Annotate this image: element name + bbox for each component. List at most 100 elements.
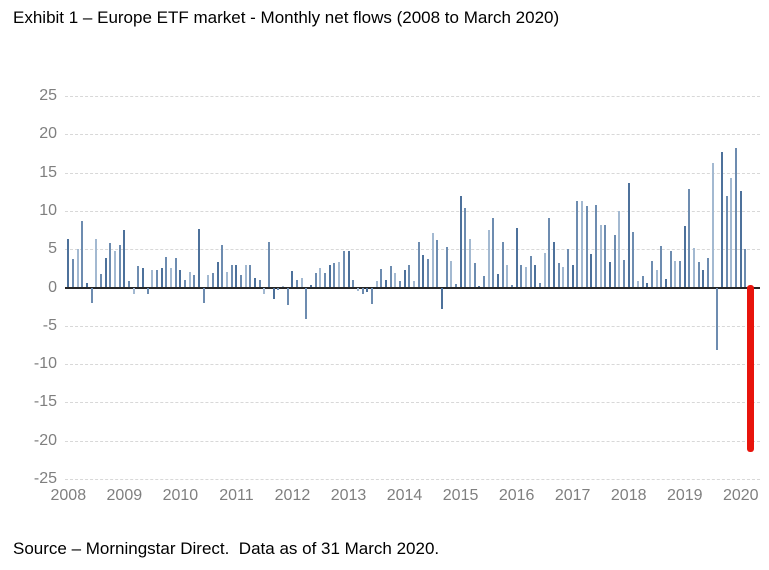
bar-2014-01: [403, 269, 406, 288]
bar-2011-08: [268, 241, 271, 288]
bar-2018-10: [669, 250, 672, 288]
bar-2009-04: [137, 266, 140, 288]
bar-2017-12: [623, 259, 626, 288]
bar-2010-08: [212, 272, 215, 288]
bar-2011-01: [235, 265, 238, 288]
bar-2013-10: [389, 266, 392, 288]
gridline--20: [65, 440, 760, 442]
y-tick-label-25: 25: [39, 87, 57, 104]
bar-2015-06: [482, 276, 485, 288]
y-tick-label-20: 20: [39, 125, 57, 143]
bar-2010-04: [193, 275, 196, 288]
bar-2015-09: [496, 274, 499, 288]
bar-2020-03: [746, 284, 754, 453]
bar-2013-08: [380, 269, 383, 288]
x-tick-label-2008: 2008: [50, 487, 87, 504]
bar-2018-03: [637, 280, 640, 288]
y-tick-label--10: -10: [33, 355, 57, 373]
gridline--15: [65, 402, 760, 404]
bar-2009-11: [170, 267, 173, 288]
bar-2013-03: [356, 287, 359, 292]
bar-2017-07: [599, 224, 602, 288]
bar-2015-01: [459, 196, 462, 288]
bar-2019-09: [721, 151, 724, 288]
bar-2009-01: [123, 230, 126, 288]
bar-2012-05: [310, 285, 313, 288]
bar-2018-12: [679, 261, 682, 288]
bar-2010-05: [198, 229, 201, 288]
gridline-5: [65, 249, 760, 251]
plot-area: [65, 96, 760, 480]
bar-2008-04: [81, 220, 84, 288]
x-tick-label-2016: 2016: [498, 487, 535, 504]
bar-2016-07: [543, 253, 546, 288]
x-tick-label-2018: 2018: [610, 487, 647, 504]
y-tick-label--20: -20: [33, 431, 57, 449]
bar-2016-04: [529, 256, 532, 288]
bar-2011-05: [254, 277, 257, 288]
bar-2020-01: [739, 190, 742, 288]
bar-2016-11: [562, 266, 565, 288]
bar-2014-07: [431, 233, 434, 288]
bar-2019-05: [702, 269, 705, 288]
bar-2017-10: [613, 235, 616, 288]
bar-2015-02: [464, 207, 467, 288]
bar-2012-02: [296, 279, 299, 288]
y-tick-label-10: 10: [39, 201, 57, 219]
y-tick-label-15: 15: [39, 163, 57, 181]
bar-2017-04: [585, 206, 588, 288]
bar-2013-02: [352, 279, 355, 288]
bar-2009-07: [151, 269, 154, 288]
bar-2010-12: [230, 265, 233, 288]
bar-2018-01: [627, 182, 630, 288]
bar-2008-08: [99, 274, 102, 288]
bar-2017-06: [595, 204, 597, 288]
bar-2019-10: [725, 196, 728, 288]
bar-2016-05: [534, 265, 537, 288]
bar-2014-11: [450, 260, 453, 288]
bar-2015-03: [468, 239, 471, 288]
bar-2017-02: [576, 200, 579, 288]
gridline-10: [65, 210, 760, 212]
bar-2012-11: [338, 262, 341, 288]
bar-2012-08: [324, 272, 327, 288]
bar-2009-06: [146, 287, 149, 295]
bar-2008-07: [95, 239, 98, 288]
x-tick-label-2013: 2013: [330, 487, 367, 504]
bar-2014-04: [417, 241, 420, 288]
bar-2018-08: [660, 246, 663, 288]
bar-2017-08: [604, 225, 607, 288]
bar-2009-03: [132, 287, 135, 294]
bar-2018-11: [674, 260, 677, 288]
bar-2018-09: [665, 279, 668, 288]
bar-2012-09: [328, 264, 331, 288]
bar-2017-09: [609, 262, 612, 288]
y-tick-label-5: 5: [48, 240, 57, 258]
bar-2018-02: [632, 231, 635, 288]
bar-2010-07: [207, 275, 210, 288]
bar-2008-09: [104, 257, 107, 288]
bar-2014-05: [422, 255, 425, 288]
bar-2014-06: [426, 259, 429, 288]
bar-2017-01: [571, 264, 574, 288]
bar-2017-05: [590, 253, 593, 288]
bar-2019-12: [735, 148, 738, 288]
x-tick-label-2011: 2011: [219, 487, 254, 504]
bar-2015-07: [487, 230, 490, 288]
bar-2018-05: [646, 282, 649, 288]
bar-2012-03: [300, 277, 303, 288]
bar-2008-12: [118, 244, 121, 288]
bar-2014-10: [445, 246, 448, 288]
bar-2012-07: [319, 267, 322, 288]
bar-2008-02: [71, 259, 74, 288]
bar-2010-06: [202, 287, 205, 303]
bar-2008-11: [114, 251, 116, 288]
bar-2017-11: [618, 210, 621, 288]
bar-2015-10: [501, 242, 504, 288]
bar-2019-06: [707, 257, 710, 288]
source-note: Source – Morningstar Direct. Data as of …: [13, 539, 440, 558]
bar-2016-02: [520, 265, 523, 288]
bar-2008-06: [90, 287, 93, 303]
bar-2008-05: [85, 282, 88, 288]
